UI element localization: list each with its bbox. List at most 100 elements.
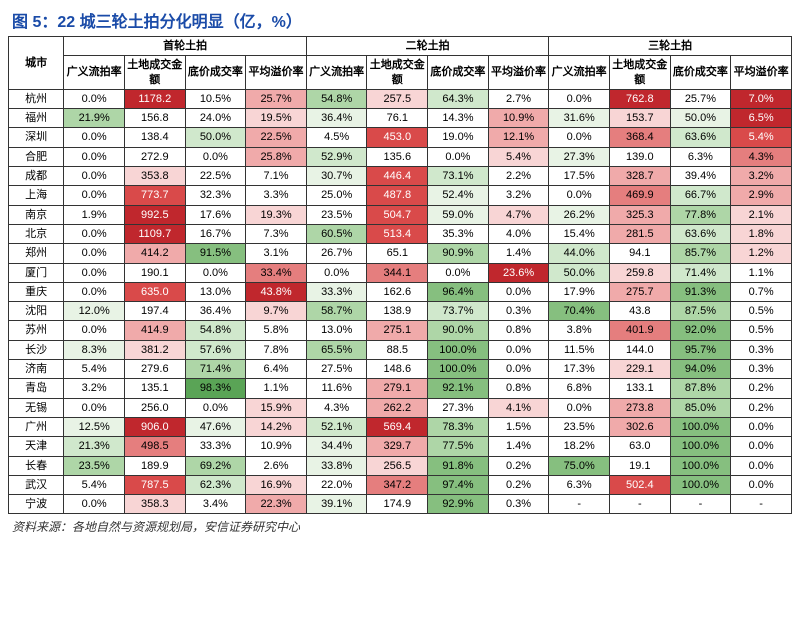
data-cell: 0.0%: [185, 263, 246, 282]
data-cell: 3.2%: [731, 167, 792, 186]
data-cell: 569.4: [367, 417, 428, 436]
data-cell: 279.1: [367, 379, 428, 398]
data-cell: 64.3%: [428, 89, 489, 108]
data-cell: 94.0%: [670, 360, 731, 379]
data-cell: 36.4%: [185, 302, 246, 321]
data-cell: 92.0%: [670, 321, 731, 340]
data-cell: 3.2%: [488, 186, 549, 205]
table-row: 郑州0.0%414.291.5%3.1%26.7%65.190.9%1.4%44…: [9, 244, 792, 263]
data-cell: 0.3%: [488, 495, 549, 514]
header-col: 平均溢价率: [488, 56, 549, 90]
data-cell: 4.0%: [488, 224, 549, 243]
city-cell: 沈阳: [9, 302, 64, 321]
data-cell: 12.1%: [488, 128, 549, 147]
city-cell: 广州: [9, 417, 64, 436]
data-cell: 1178.2: [124, 89, 185, 108]
data-cell: 19.3%: [246, 205, 307, 224]
table-row: 成都0.0%353.822.5%7.1%30.7%446.473.1%2.2%1…: [9, 167, 792, 186]
data-cell: 5.4%: [64, 360, 125, 379]
data-cell: 381.2: [124, 340, 185, 359]
data-cell: 13.0%: [185, 282, 246, 301]
data-cell: 23.5%: [64, 456, 125, 475]
data-cell: 906.0: [124, 417, 185, 436]
data-cell: 1109.7: [124, 224, 185, 243]
data-cell: 100.0%: [670, 475, 731, 494]
data-cell: 43.8: [609, 302, 670, 321]
table-row: 重庆0.0%635.013.0%43.8%33.3%162.696.4%0.0%…: [9, 282, 792, 301]
data-cell: 0.0%: [549, 398, 610, 417]
data-cell: 98.3%: [185, 379, 246, 398]
data-cell: 33.4%: [246, 263, 307, 282]
city-cell: 合肥: [9, 147, 64, 166]
table-row: 上海0.0%773.732.3%3.3%25.0%487.852.4%3.2%0…: [9, 186, 792, 205]
header-group-1: 首轮土拍: [64, 37, 307, 56]
table-header: 城市 首轮土拍 二轮土拍 三轮土拍 广义流拍率土地成交金额底价成交率平均溢价率广…: [9, 37, 792, 90]
header-col: 底价成交率: [185, 56, 246, 90]
data-cell: 60.5%: [306, 224, 367, 243]
data-cell: 63.6%: [670, 128, 731, 147]
data-cell: 275.1: [367, 321, 428, 340]
city-cell: 厦门: [9, 263, 64, 282]
data-cell: 0.0%: [64, 398, 125, 417]
data-cell: 1.8%: [731, 224, 792, 243]
data-cell: 6.5%: [731, 109, 792, 128]
data-cell: 32.3%: [185, 186, 246, 205]
table-row: 北京0.0%1109.716.7%7.3%60.5%513.435.3%4.0%…: [9, 224, 792, 243]
header-col: 平均溢价率: [246, 56, 307, 90]
data-cell: 25.7%: [246, 89, 307, 108]
data-cell: 66.7%: [670, 186, 731, 205]
data-cell: 414.2: [124, 244, 185, 263]
data-cell: 347.2: [367, 475, 428, 494]
data-cell: 11.5%: [549, 340, 610, 359]
data-cell: 0.0%: [731, 437, 792, 456]
data-cell: 0.0%: [549, 186, 610, 205]
data-cell: 90.0%: [428, 321, 489, 340]
header-city: 城市: [9, 37, 64, 90]
data-cell: 18.2%: [549, 437, 610, 456]
data-cell: 4.7%: [488, 205, 549, 224]
data-cell: 17.6%: [185, 205, 246, 224]
data-cell: 133.1: [609, 379, 670, 398]
data-cell: 6.8%: [549, 379, 610, 398]
data-cell: 1.4%: [488, 244, 549, 263]
data-cell: 138.4: [124, 128, 185, 147]
data-cell: 7.8%: [246, 340, 307, 359]
data-cell: 502.4: [609, 475, 670, 494]
header-group-2: 二轮土拍: [306, 37, 549, 56]
data-cell: 401.9: [609, 321, 670, 340]
data-cell: 302.6: [609, 417, 670, 436]
data-cell: 498.5: [124, 437, 185, 456]
data-cell: 12.5%: [64, 417, 125, 436]
data-cell: 0.3%: [731, 360, 792, 379]
data-cell: 77.5%: [428, 437, 489, 456]
data-cell: 22.5%: [185, 167, 246, 186]
data-cell: 0.0%: [64, 186, 125, 205]
data-cell: 174.9: [367, 495, 428, 514]
data-cell: 16.7%: [185, 224, 246, 243]
data-cell: 85.0%: [670, 398, 731, 417]
data-cell: 469.9: [609, 186, 670, 205]
data-cell: 1.5%: [488, 417, 549, 436]
data-cell: 85.7%: [670, 244, 731, 263]
data-cell: 14.2%: [246, 417, 307, 436]
table-row: 青岛3.2%135.198.3%1.1%11.6%279.192.1%0.8%6…: [9, 379, 792, 398]
data-cell: 19.0%: [428, 128, 489, 147]
data-cell: 52.9%: [306, 147, 367, 166]
table-row: 苏州0.0%414.954.8%5.8%13.0%275.190.0%0.8%3…: [9, 321, 792, 340]
data-cell: 21.9%: [64, 109, 125, 128]
data-cell: 92.1%: [428, 379, 489, 398]
data-cell: 0.0%: [731, 417, 792, 436]
data-cell: 33.3%: [185, 437, 246, 456]
data-cell: 54.8%: [306, 89, 367, 108]
city-cell: 郑州: [9, 244, 64, 263]
land-auction-table: 城市 首轮土拍 二轮土拍 三轮土拍 广义流拍率土地成交金额底价成交率平均溢价率广…: [8, 36, 792, 514]
data-cell: 65.1: [367, 244, 428, 263]
data-cell: 100.0%: [670, 417, 731, 436]
data-cell: 73.1%: [428, 167, 489, 186]
data-cell: 773.7: [124, 186, 185, 205]
city-cell: 长沙: [9, 340, 64, 359]
data-cell: -: [670, 495, 731, 514]
data-cell: -: [731, 495, 792, 514]
source-text: 资料来源：各地自然与资源规划局，安信证券研究中心: [8, 518, 792, 535]
data-cell: 7.0%: [731, 89, 792, 108]
